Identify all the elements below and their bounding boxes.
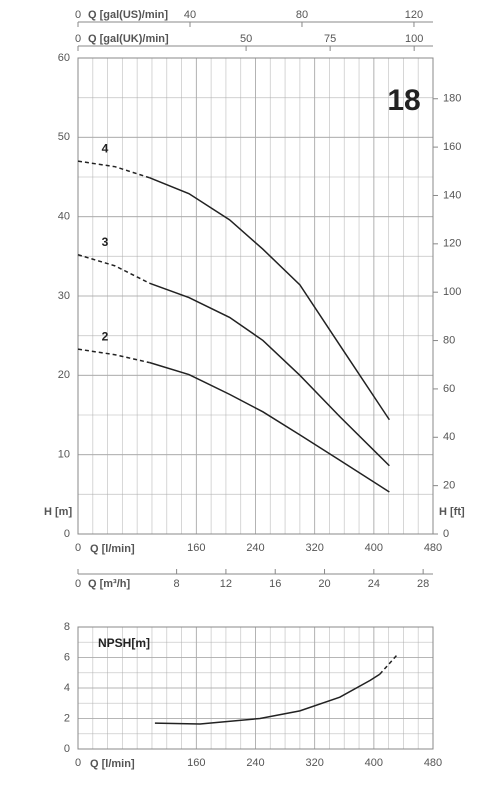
chart-title: 18 bbox=[387, 84, 420, 117]
y-tick-label: 10 bbox=[58, 449, 70, 461]
curve-label: 3 bbox=[102, 235, 109, 249]
plot-frame bbox=[77, 626, 434, 750]
y2-axis-label: H [ft] bbox=[439, 506, 465, 518]
x-axis-label: Q [l/min] bbox=[90, 543, 135, 555]
y-tick-label: 2 bbox=[64, 712, 70, 724]
y2-tick-label: 0 bbox=[443, 528, 449, 540]
y2-tick-label: 120 bbox=[443, 238, 461, 250]
y2-tick-label: 160 bbox=[443, 141, 461, 153]
axis-label: Q [gal(UK)/min] bbox=[88, 33, 169, 45]
curve bbox=[77, 254, 151, 284]
curve bbox=[149, 177, 390, 421]
x-tick-label: 160 bbox=[187, 542, 205, 554]
y-tick-label: 50 bbox=[58, 131, 70, 143]
y2-tick-label: 180 bbox=[443, 93, 461, 105]
x-tick-label: 0 bbox=[75, 542, 81, 554]
axis-tick-label: 0 bbox=[75, 9, 81, 21]
x-tick-label: 240 bbox=[246, 757, 264, 769]
x-tick-label: 160 bbox=[187, 757, 205, 769]
y-tick-label: 40 bbox=[58, 211, 70, 223]
x-tick-label: 480 bbox=[424, 757, 442, 769]
curve bbox=[149, 282, 390, 467]
chart-title: NPSH[m] bbox=[98, 636, 150, 650]
x-tick-label: 240 bbox=[246, 542, 264, 554]
axis-tick-label: 16 bbox=[269, 578, 281, 590]
axis-tick-label: 8 bbox=[174, 578, 180, 590]
curve-label: 4 bbox=[102, 141, 109, 155]
y-tick-label: 20 bbox=[58, 369, 70, 381]
axis-tick-label: 120 bbox=[405, 9, 423, 21]
axis-tick-label: 24 bbox=[368, 578, 380, 590]
curve bbox=[379, 653, 399, 675]
axis-tick-label: 100 bbox=[405, 33, 423, 45]
axis-tick-label: 20 bbox=[318, 578, 330, 590]
curve bbox=[154, 673, 381, 725]
y2-tick-label: 60 bbox=[443, 383, 455, 395]
curve bbox=[77, 160, 150, 179]
axis-tick-label: 50 bbox=[240, 33, 252, 45]
axis-tick-label: 80 bbox=[296, 9, 308, 21]
axis-tick-label: 28 bbox=[417, 578, 429, 590]
x-axis-label: Q [l/min] bbox=[90, 758, 135, 770]
y-tick-label: 4 bbox=[64, 682, 70, 694]
axis-tick-label: 0 bbox=[75, 578, 81, 590]
x-tick-label: 480 bbox=[424, 542, 442, 554]
axis-tick-label: 40 bbox=[184, 9, 196, 21]
y-tick-label: 0 bbox=[64, 743, 70, 755]
x-tick-label: 0 bbox=[75, 757, 81, 769]
curve bbox=[149, 361, 390, 493]
y2-tick-label: 140 bbox=[443, 189, 461, 201]
y-tick-label: 0 bbox=[64, 528, 70, 540]
x-tick-label: 320 bbox=[305, 757, 323, 769]
y-axis-label: H [m] bbox=[44, 506, 72, 518]
y-tick-label: 60 bbox=[58, 52, 70, 64]
plot-frame bbox=[77, 57, 434, 535]
y-tick-label: 8 bbox=[64, 621, 70, 633]
y2-tick-label: 80 bbox=[443, 334, 455, 346]
axis-label: Q [m³/h] bbox=[88, 578, 130, 590]
x-tick-label: 400 bbox=[365, 542, 383, 554]
axis-tick-label: 75 bbox=[324, 33, 336, 45]
curve bbox=[77, 348, 150, 364]
x-tick-label: 400 bbox=[365, 757, 383, 769]
y-tick-label: 30 bbox=[58, 290, 70, 302]
y2-tick-label: 100 bbox=[443, 286, 461, 298]
y2-tick-label: 20 bbox=[443, 480, 455, 492]
axis-label: Q [gal(US)/min] bbox=[88, 9, 168, 21]
y2-tick-label: 40 bbox=[443, 431, 455, 443]
curve-label: 2 bbox=[102, 329, 109, 343]
x-tick-label: 320 bbox=[305, 542, 323, 554]
axis-tick-label: 12 bbox=[220, 578, 232, 590]
axis-tick-label: 0 bbox=[75, 33, 81, 45]
y-tick-label: 6 bbox=[64, 651, 70, 663]
